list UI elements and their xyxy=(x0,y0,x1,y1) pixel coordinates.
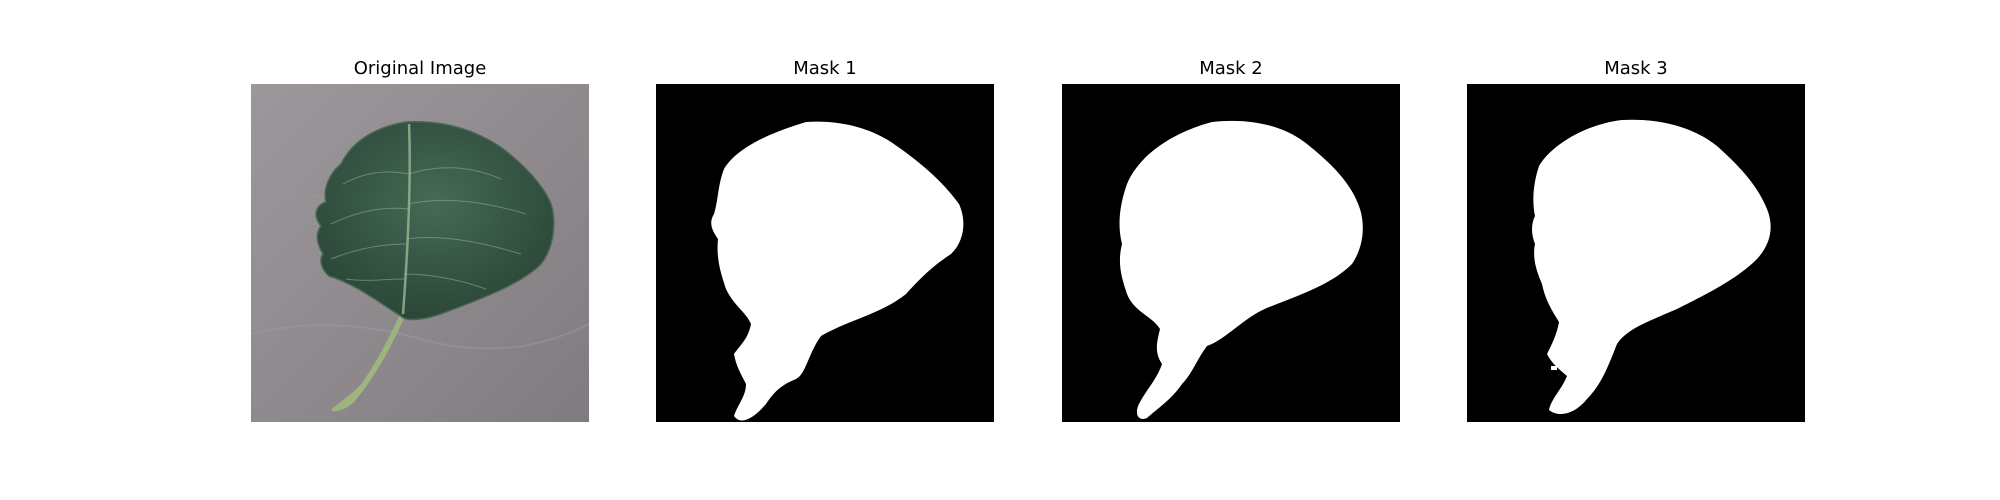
mask-1-image xyxy=(656,84,994,422)
mask-1 xyxy=(656,84,994,422)
mask-shape xyxy=(1119,120,1363,419)
mask-3-image xyxy=(1467,84,1805,422)
mask-3 xyxy=(1467,84,1805,422)
panel-title: Mask 3 xyxy=(1604,58,1668,79)
mask-shape xyxy=(1532,119,1771,415)
leaf-midrib xyxy=(401,123,411,315)
leaf-photo xyxy=(251,84,589,422)
panel-title: Original Image xyxy=(353,58,487,79)
mask-2-image xyxy=(1062,84,1400,422)
panel-title: Mask 2 xyxy=(1199,58,1263,79)
mask-shape xyxy=(711,121,964,421)
panel-mask-2: Mask 2 xyxy=(1062,0,1400,500)
mask-2 xyxy=(1062,84,1400,422)
panel-original-image: Original Image xyxy=(251,0,589,500)
original-image xyxy=(251,84,589,422)
mask-speck xyxy=(1551,366,1557,370)
leaf-blade xyxy=(315,120,555,321)
leaf-stem xyxy=(331,312,405,412)
panel-mask-3: Mask 3 xyxy=(1467,0,1805,500)
panel-title: Mask 1 xyxy=(793,58,857,79)
mask-speck xyxy=(1562,309,1566,315)
panel-mask-1: Mask 1 xyxy=(656,0,994,500)
